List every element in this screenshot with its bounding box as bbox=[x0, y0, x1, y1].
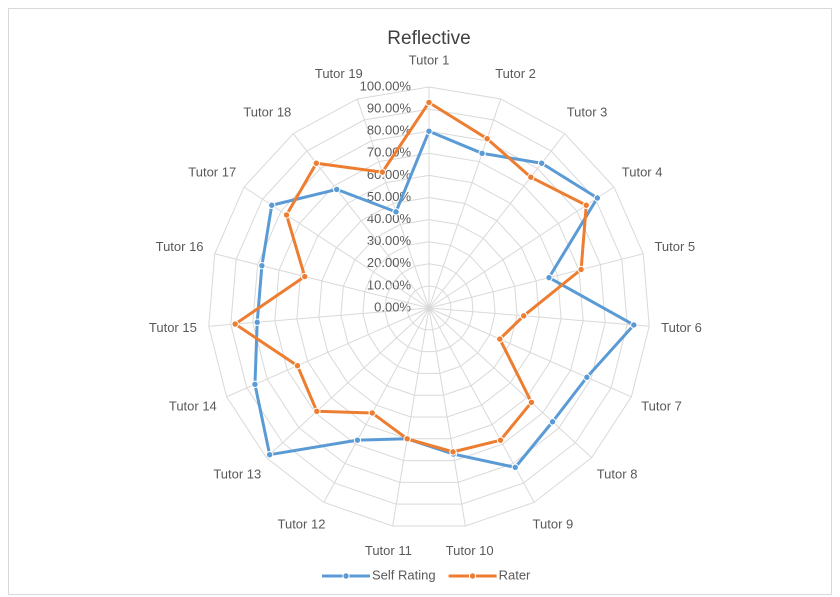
tick-label: 100.00% bbox=[360, 78, 412, 93]
grid-ring bbox=[406, 285, 452, 331]
marker bbox=[425, 127, 433, 135]
category-label: Tutor 16 bbox=[156, 239, 204, 254]
chart-title: Reflective bbox=[387, 28, 470, 49]
marker bbox=[392, 208, 400, 216]
grid-ring bbox=[296, 174, 562, 440]
tick-label: 70.00% bbox=[367, 145, 412, 160]
marker bbox=[313, 407, 321, 415]
grid-ring bbox=[252, 130, 606, 483]
category-label: Tutor 14 bbox=[169, 399, 217, 414]
category-label: Tutor 12 bbox=[278, 517, 326, 532]
plot bbox=[231, 98, 638, 472]
marker bbox=[582, 201, 590, 209]
marker bbox=[368, 409, 376, 417]
tick-label: 60.00% bbox=[367, 167, 412, 182]
category-label: Tutor 7 bbox=[641, 399, 682, 414]
marker bbox=[378, 168, 387, 176]
marker bbox=[478, 149, 486, 158]
legend-label: Rater bbox=[499, 567, 531, 582]
legend-marker bbox=[342, 572, 350, 580]
marker bbox=[583, 373, 591, 381]
category-label: Tutor 17 bbox=[188, 164, 236, 179]
marker bbox=[496, 335, 504, 343]
marker bbox=[545, 273, 553, 282]
marker bbox=[593, 194, 602, 202]
category-label: Tutor 10 bbox=[446, 543, 494, 558]
marker bbox=[548, 418, 557, 426]
tick-label: 80.00% bbox=[367, 123, 412, 138]
marker bbox=[353, 436, 362, 444]
tick-label: 40.00% bbox=[367, 211, 412, 226]
category-label: Tutor 19 bbox=[315, 66, 363, 81]
marker bbox=[520, 312, 528, 320]
category-label: Tutor 13 bbox=[213, 467, 261, 482]
category-label: Tutor 9 bbox=[533, 517, 574, 532]
legend-label: Self Rating bbox=[372, 567, 436, 582]
grid-ring bbox=[208, 86, 650, 527]
marker bbox=[282, 211, 291, 219]
marker bbox=[527, 398, 536, 406]
tick-label: 0.00% bbox=[374, 299, 411, 314]
marker bbox=[577, 265, 585, 274]
marker bbox=[527, 173, 535, 181]
marker bbox=[483, 134, 491, 143]
category-label: Tutor 4 bbox=[622, 164, 663, 179]
marker bbox=[630, 321, 638, 329]
marker bbox=[496, 436, 505, 444]
grid-ring bbox=[340, 219, 518, 396]
category-label: Tutor 18 bbox=[243, 105, 291, 120]
tick-label: 30.00% bbox=[367, 233, 412, 248]
marker bbox=[268, 201, 276, 209]
marker bbox=[312, 159, 321, 167]
category-label: Tutor 5 bbox=[654, 239, 695, 254]
grid-ring bbox=[362, 241, 496, 374]
marker bbox=[231, 320, 239, 328]
marker bbox=[332, 185, 341, 194]
category-label: Tutor 3 bbox=[567, 105, 608, 120]
marker bbox=[293, 362, 302, 370]
marker bbox=[537, 159, 546, 167]
category-label: Tutor 2 bbox=[495, 66, 536, 81]
chart-area bbox=[8, 8, 832, 595]
category-label: Tutor 15 bbox=[149, 320, 197, 335]
category-label: Tutor 11 bbox=[365, 543, 412, 558]
tick-label: 10.00% bbox=[367, 277, 412, 292]
tick-label: 90.00% bbox=[367, 101, 412, 116]
tick-label: 20.00% bbox=[367, 255, 412, 270]
marker bbox=[449, 448, 457, 456]
series-line bbox=[233, 100, 588, 454]
category-label: Tutor 8 bbox=[597, 467, 638, 482]
grid-ring bbox=[318, 196, 540, 418]
legend-marker bbox=[468, 572, 477, 580]
grid-ring bbox=[230, 108, 628, 505]
grid-ring bbox=[384, 263, 474, 353]
marker bbox=[251, 380, 259, 389]
marker bbox=[511, 463, 519, 472]
category-label: Tutor 1 bbox=[409, 52, 450, 67]
category-label: Tutor 6 bbox=[661, 320, 702, 335]
marker bbox=[258, 261, 266, 270]
marker bbox=[425, 98, 433, 107]
marker bbox=[301, 272, 309, 281]
marker bbox=[253, 318, 261, 326]
grid: 0.00%10.00%20.00%30.00%40.00%50.00%60.00… bbox=[149, 52, 702, 558]
grid-ring bbox=[274, 152, 584, 462]
marker bbox=[403, 435, 411, 443]
marker bbox=[265, 450, 274, 459]
